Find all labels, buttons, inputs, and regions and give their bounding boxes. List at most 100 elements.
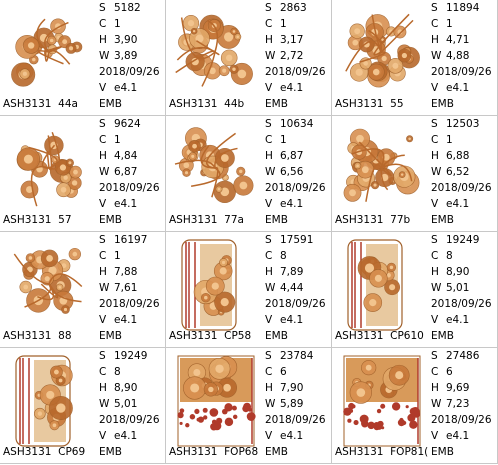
leaf [351,148,385,169]
lace [213,410,217,414]
design-name: ASH3131 FOP81( [335,446,429,458]
field-label: H [431,150,439,162]
field-label: C [99,366,107,378]
stitch [381,38,384,41]
field-value: 4,71 [446,34,470,46]
lace [376,408,382,414]
leaf [174,159,216,169]
field-label: W [99,398,110,410]
field-value: EMB [99,214,122,226]
field-value: 8,90 [114,382,138,394]
stitch [401,52,408,59]
field-value: 8 [114,366,121,378]
stitch [46,255,53,262]
field-label: H [431,34,439,46]
lace [380,403,386,409]
stitch [363,61,368,66]
field-label: V [265,314,273,326]
field-label: V [99,314,107,326]
field-value: 4,44 [280,282,304,294]
stitch [361,166,369,174]
field-value: 5,01 [114,398,138,410]
field-label: V [431,198,439,210]
field-label: W [431,166,442,178]
field-label: S [99,234,106,246]
field-value: 4,88 [446,50,470,62]
thumbnail [345,13,420,88]
stitch [395,371,404,380]
field-label: V [99,430,107,442]
field-label: S [431,118,438,130]
field-value: 2018/09/26 [99,414,160,426]
field-label: W [265,50,276,62]
field-value: 23784 [280,350,314,362]
stitch [193,368,201,376]
leaf [176,46,216,61]
stitch [232,67,236,71]
stitch [204,295,208,300]
field-label: S [431,2,438,14]
field-label: C [265,250,273,262]
field-label: C [265,366,273,378]
field-label: C [265,18,273,30]
field-value: e4.1 [446,82,470,94]
field-value: e4.1 [114,198,138,210]
field-label: C [99,250,107,262]
stitch [59,164,67,171]
leaf [214,147,238,169]
field-value: e4.1 [114,82,138,94]
stitch [356,388,366,397]
field-label: V [431,430,439,442]
leaf [28,146,58,169]
stitch [48,266,57,275]
field-value: EMB [99,330,122,342]
thumbnail [15,355,73,447]
field-value: 2018/09/26 [265,66,326,78]
stitch [386,272,391,278]
lace [373,423,380,431]
field-value: 2018/09/26 [99,298,160,310]
thumbnail [343,355,421,447]
stitch [27,42,35,49]
field-value: 9624 [114,118,141,130]
thumbnail [174,127,254,203]
field-value: 1 [114,134,121,146]
field-value: 10634 [280,118,314,130]
field-value: 8,90 [446,266,470,278]
field-value: 1 [114,18,121,30]
field-label: H [265,150,273,162]
lace [203,415,208,420]
lace [347,418,352,423]
leaf [380,167,389,191]
stitch [381,55,387,62]
leaf [359,51,386,63]
lace [397,419,406,427]
stitch [222,68,227,73]
stitch [239,181,248,190]
lace [189,414,196,420]
stitch [223,32,234,42]
thumbnail [11,18,83,87]
leaf [358,141,392,177]
stitch [356,134,364,143]
lace [177,412,184,419]
design-name: ASH3131 44a [3,98,78,110]
field-value: 7,89 [280,266,304,278]
field-value: 1 [280,18,287,30]
thumbnail [347,239,403,331]
field-value: EMB [431,98,454,110]
stitch [369,299,377,307]
field-label: S [431,234,438,246]
field-value: 7,23 [446,398,470,410]
field-value: EMB [431,214,454,226]
design-name: ASH3131 CP69 [3,446,86,458]
field-value: EMB [265,98,288,110]
stitch [349,189,356,197]
lace [391,402,401,411]
stitch [208,386,214,393]
stitch [183,162,190,169]
field-value: 7,61 [114,282,138,294]
